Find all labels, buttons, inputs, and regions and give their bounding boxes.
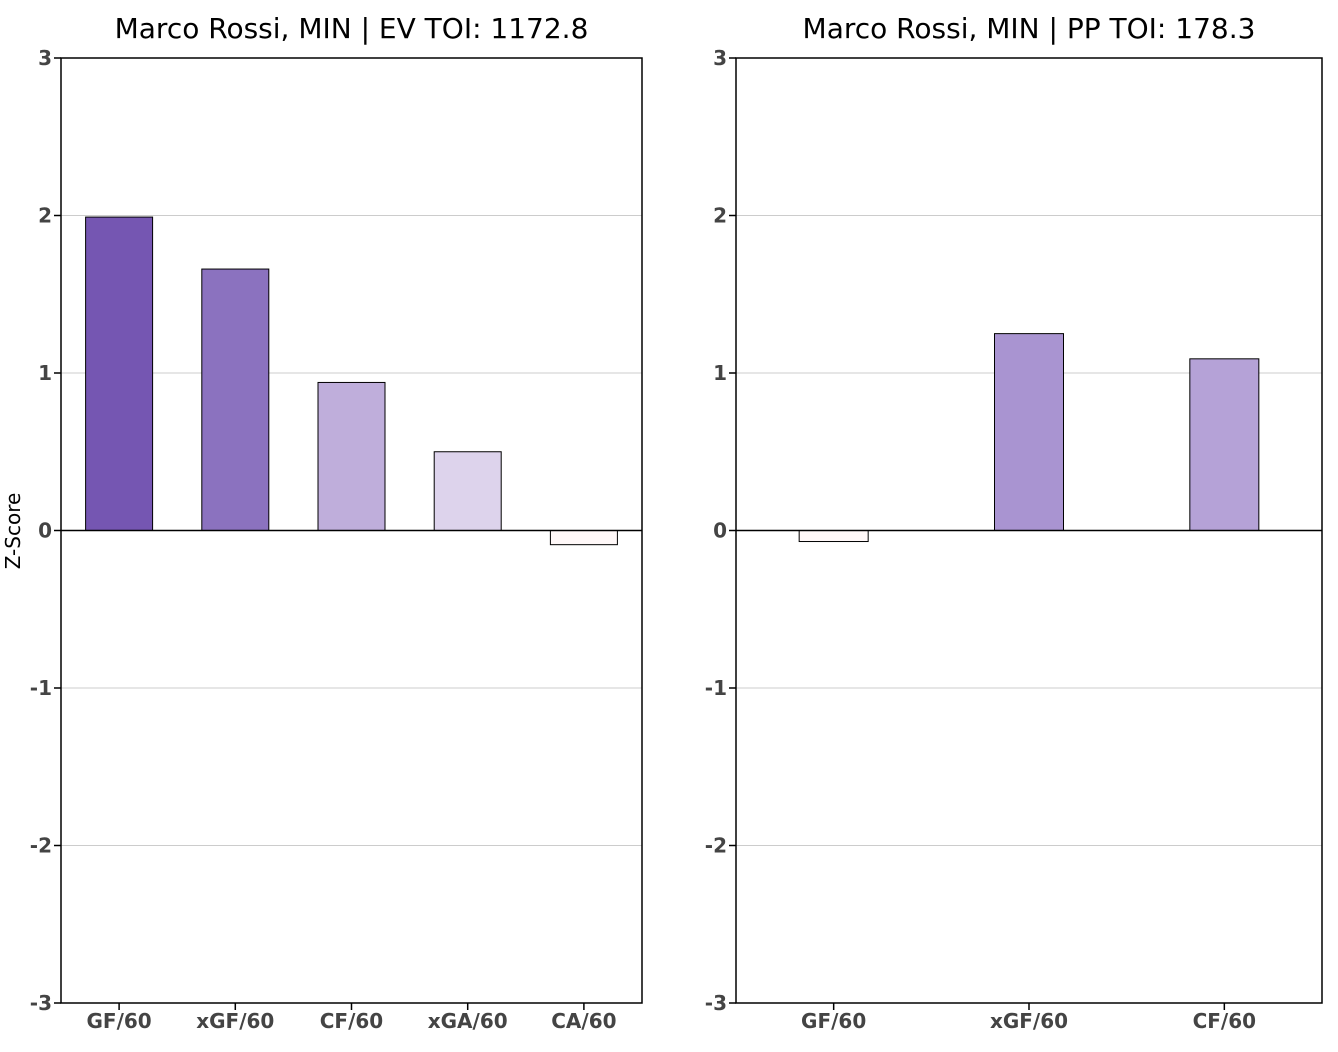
y-tick-label: -1 — [705, 676, 727, 700]
x-tick-label: CA/60 — [551, 1009, 616, 1033]
x-tick-label: xGA/60 — [428, 1009, 508, 1033]
y-tick-label: 2 — [713, 204, 727, 228]
bar-cf-60 — [1189, 358, 1260, 532]
y-tick-label: -2 — [30, 834, 52, 858]
axes-frame — [735, 57, 1323, 1004]
chart-title: Marco Rossi, MIN | PP TOI: 178.3 — [803, 12, 1256, 45]
bar-xgf-60 — [201, 268, 270, 531]
y-tick-label: -3 — [30, 991, 52, 1015]
y-tick-label: 2 — [38, 204, 52, 228]
y-tick-label: 0 — [38, 519, 52, 543]
bar-gf-60 — [798, 530, 869, 543]
bar-gf-60 — [85, 216, 154, 531]
chart-title: Marco Rossi, MIN | EV TOI: 1172.8 — [115, 12, 589, 45]
x-tick-label: CF/60 — [1193, 1009, 1256, 1033]
x-tick-label: GF/60 — [801, 1009, 866, 1033]
y-tick-label: 3 — [38, 46, 52, 70]
y-tick-label: -2 — [705, 834, 727, 858]
y-tick-label: 1 — [38, 361, 52, 385]
x-tick-label: xGF/60 — [196, 1009, 274, 1033]
x-tick-label: CF/60 — [320, 1009, 383, 1033]
bar-xga-60 — [433, 451, 502, 531]
x-tick-label: GF/60 — [86, 1009, 151, 1033]
y-tick-label: 1 — [713, 361, 727, 385]
bar-cf-60 — [317, 381, 386, 532]
panel-ev: Marco Rossi, MIN | EV TOI: 1172.8 -3 -2 -1 0… — [30, 12, 643, 1033]
y-tick-label: 3 — [713, 46, 727, 70]
y-tick-label: -3 — [705, 991, 727, 1015]
bar-ca-60 — [549, 530, 618, 546]
panel-pp: Marco Rossi, MIN | PP TOI: 178.3 -3 -2 -1 0 1… — [705, 12, 1323, 1033]
y-tick-label: -1 — [30, 676, 52, 700]
axes-frame — [60, 57, 643, 1004]
bar-xgf-60 — [994, 333, 1064, 531]
y-tick-label: 0 — [713, 519, 727, 543]
y-axis-label: Z-Score — [1, 493, 25, 570]
x-tick-label: xGF/60 — [990, 1009, 1068, 1033]
